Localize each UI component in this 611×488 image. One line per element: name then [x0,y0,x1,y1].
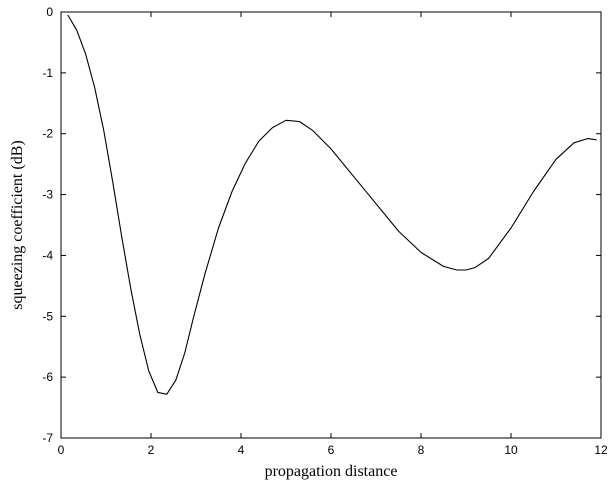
series-line [67,14,597,395]
y-tick-label: -5 [42,309,53,323]
x-axis-label: propagation distance [265,463,398,480]
plot-area: 0 2 4 6 8 10 12 0 -1 -2 -3 -4 -5 -6 -7 [42,5,608,457]
y-axis-label: squeezing coefficient (dB) [9,140,26,309]
y-tick-label: -2 [42,127,53,141]
y-tick-label: -4 [42,248,53,262]
y-tick-label: -1 [42,66,53,80]
y-tick-label: -3 [42,188,53,202]
x-tick-label: 10 [504,443,518,457]
y-tick-label: -7 [42,431,53,445]
y-tick-label: 0 [46,5,53,19]
x-tick-label: 0 [58,443,65,457]
x-tick-label: 6 [328,443,335,457]
x-tick-label: 2 [148,443,155,457]
x-tick-label: 4 [238,443,245,457]
x-tick-label: 12 [594,443,608,457]
plot-frame [60,11,602,439]
y-tick-label: -6 [42,370,53,384]
x-tick-label: 8 [418,443,425,457]
